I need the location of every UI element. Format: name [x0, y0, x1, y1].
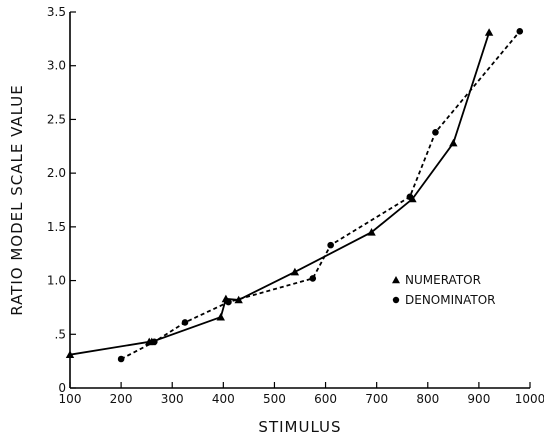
x-tick-label: 200: [110, 392, 133, 406]
x-tick-label: 600: [314, 392, 337, 406]
legend-numerator-marker: [392, 276, 400, 284]
denominator-point: [225, 298, 232, 306]
numerator-point: [290, 267, 300, 276]
x-tick-label: 1000: [515, 392, 544, 406]
y-axis-title: RATIO MODEL SCALE VALUE: [8, 84, 26, 315]
x-tick-label: 100: [59, 392, 82, 406]
numerator-point: [367, 228, 376, 236]
x-tick-label: 800: [416, 392, 439, 406]
denominator-point: [327, 241, 334, 249]
denominator-point: [309, 275, 317, 282]
axes: [69, 12, 530, 389]
y-tick-label: 0: [58, 381, 66, 395]
denominator-point: [117, 355, 125, 363]
ticks: 100 200 300 400 500 600 700 800 900 1000 0 .5 1.0 1.5…: [47, 5, 544, 406]
legend-denominator-marker: [392, 296, 400, 304]
y-tick-label: 3.0: [47, 59, 66, 73]
denominator-point: [151, 338, 158, 346]
denominator-point: [406, 193, 414, 201]
numerator-point: [234, 295, 243, 304]
x-axis-title: STIMULUS: [258, 418, 341, 436]
denominator-point: [516, 28, 524, 35]
y-tick-label: .5: [55, 327, 66, 341]
denominator-point: [432, 129, 439, 136]
denominator-line: [120, 30, 521, 360]
y-tick-label: 2.5: [47, 112, 66, 126]
x-tick-label: 700: [365, 392, 388, 406]
denominator-point: [181, 319, 189, 326]
numerator-point: [216, 312, 225, 321]
legend: NUMERATOR DENOMINATOR: [392, 273, 496, 307]
x-tick-label: 900: [467, 392, 490, 406]
x-tick-label: 500: [263, 392, 286, 406]
y-tick-label: 2.0: [47, 166, 66, 180]
numerator-point: [449, 138, 458, 147]
y-tick-label: 3.5: [47, 5, 66, 19]
y-tick-label: 1.5: [47, 220, 66, 234]
numerator-point: [65, 350, 75, 359]
x-tick-label: 300: [161, 392, 184, 406]
legend-label: NUMERATOR: [405, 273, 481, 287]
series-layer: [65, 28, 524, 363]
y-tick-label: 1.0: [47, 274, 66, 288]
x-tick-label: 400: [212, 392, 235, 406]
legend-label: DENOMINATOR: [405, 293, 496, 307]
numerator-point: [484, 28, 494, 36]
